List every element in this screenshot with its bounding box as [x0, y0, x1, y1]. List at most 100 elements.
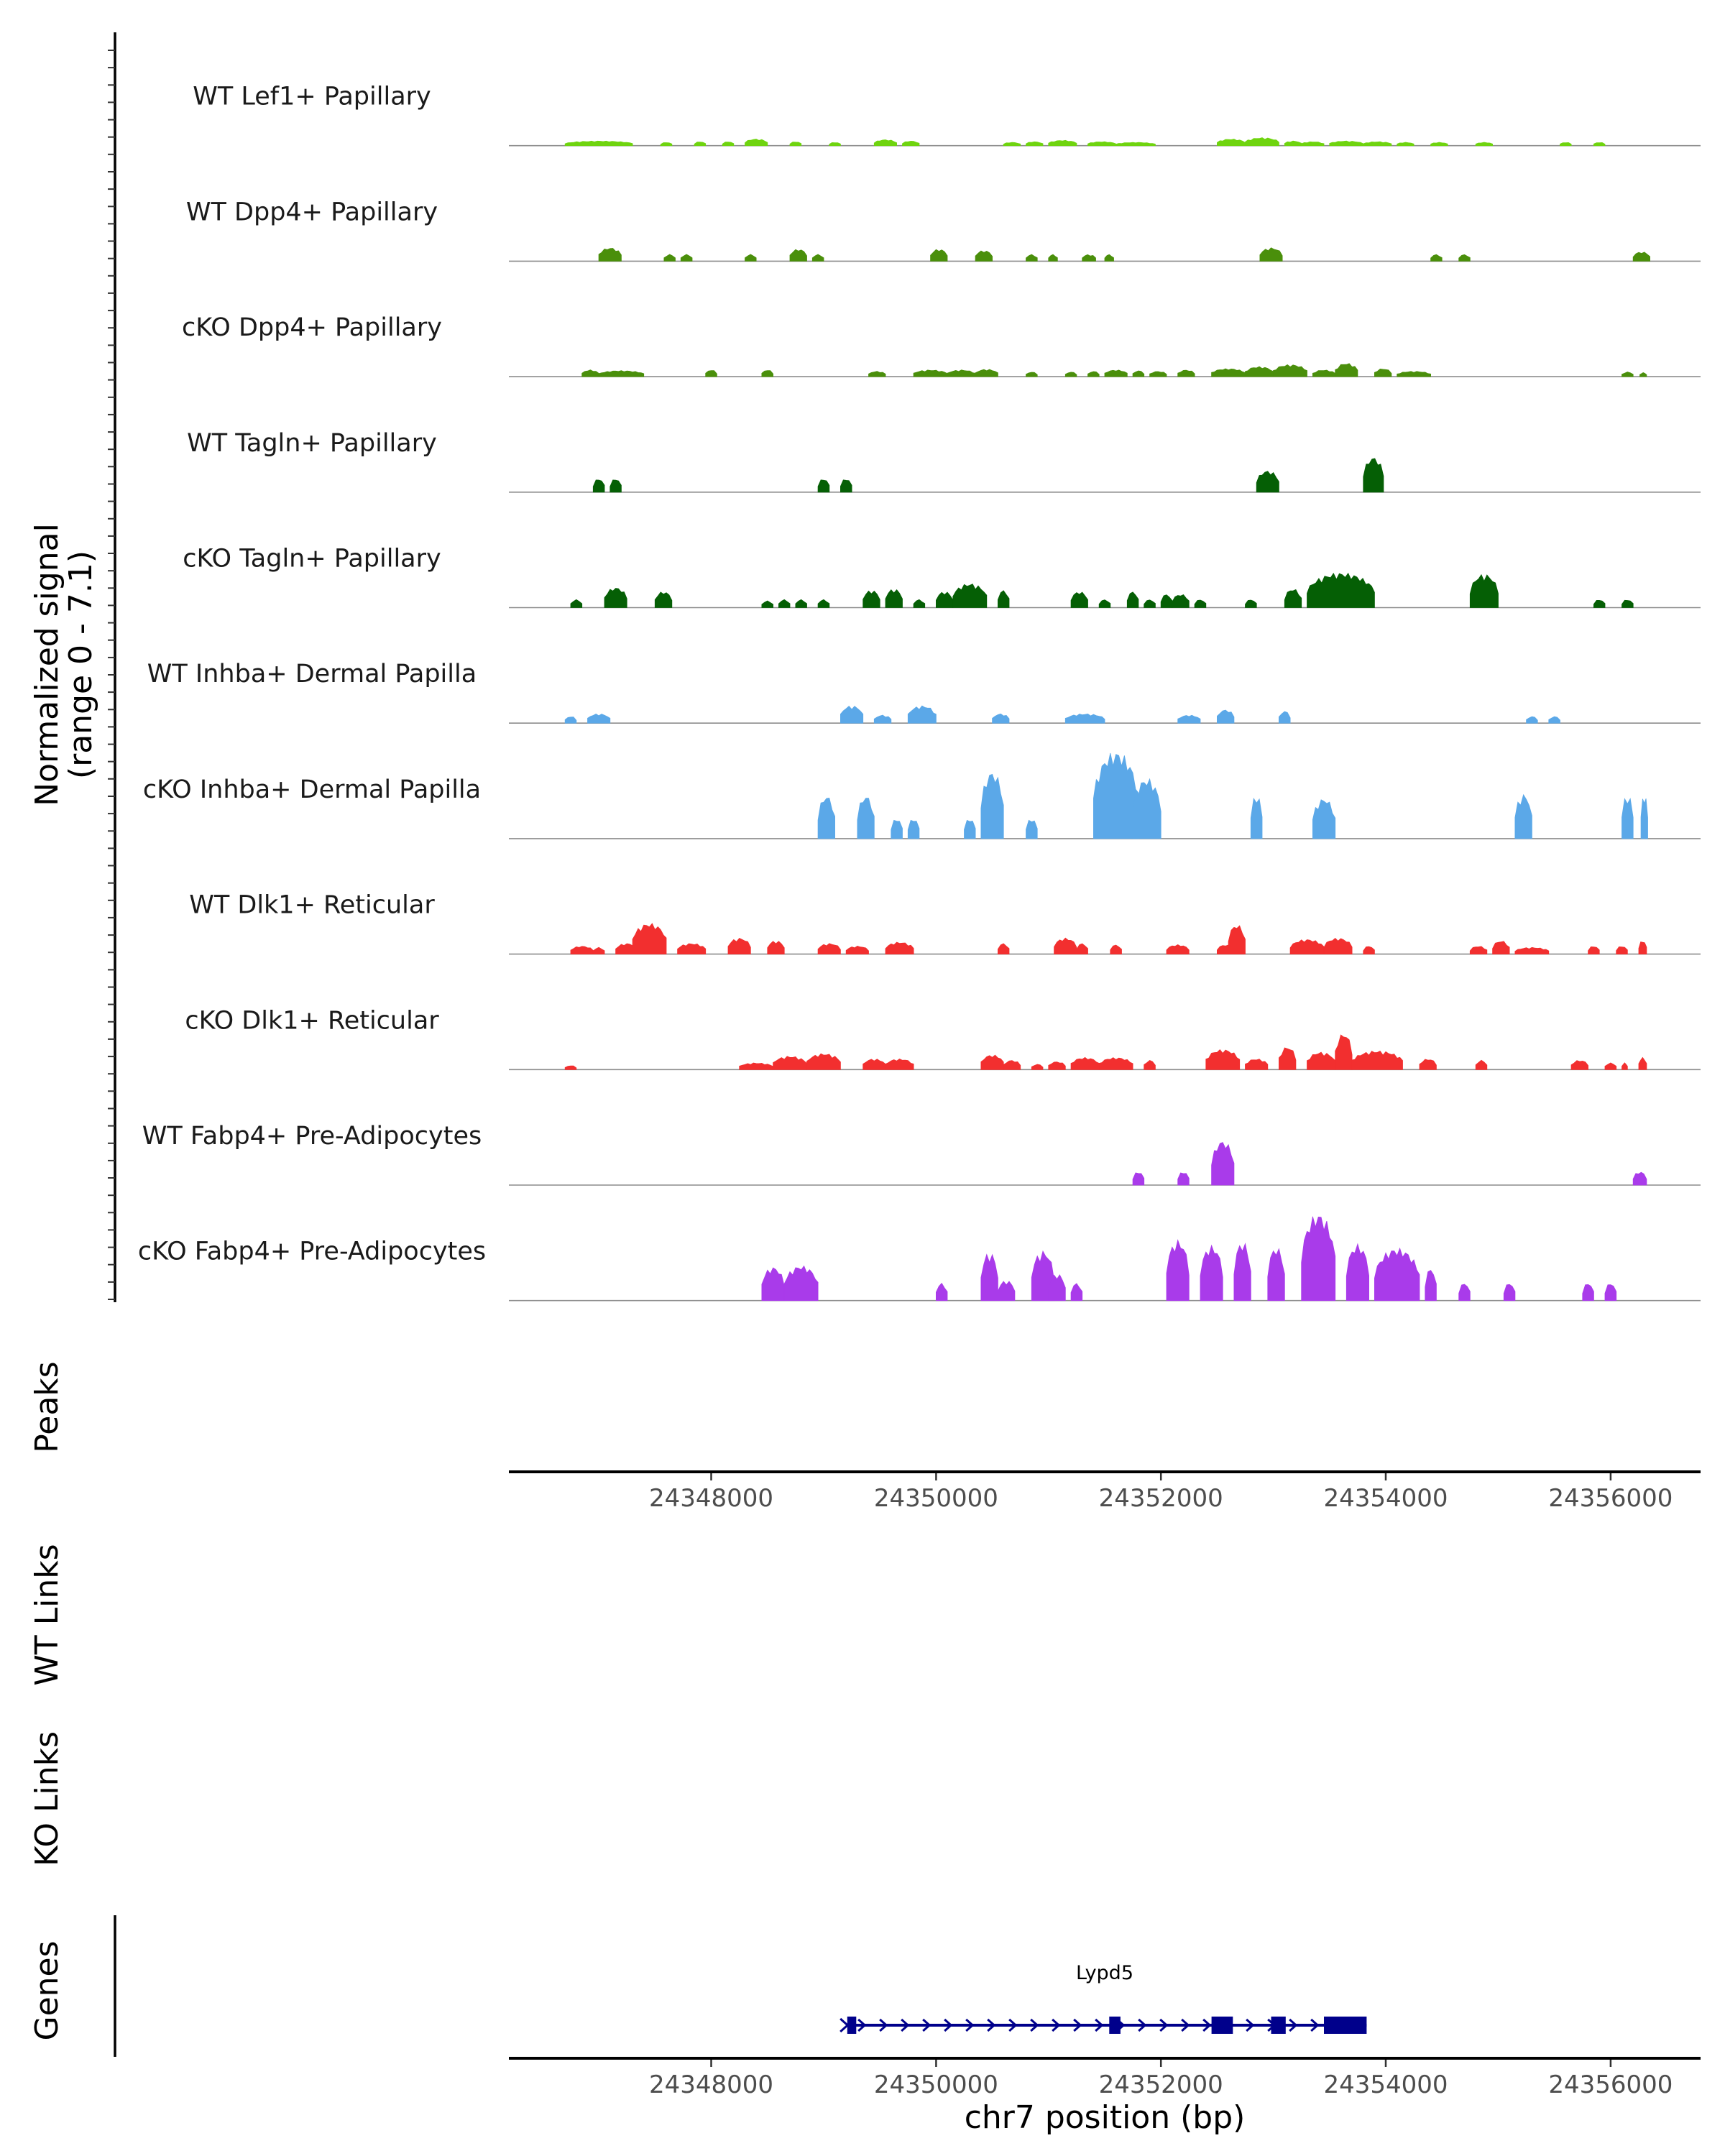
coverage-peak	[1233, 1243, 1251, 1302]
coverage-peak	[1397, 142, 1414, 147]
coverage-peak	[1048, 139, 1077, 147]
coverage-peak	[1064, 713, 1105, 724]
coverage-peak	[1177, 369, 1195, 377]
track-label: cKO Dlk1+ Reticular	[185, 1006, 439, 1035]
coverage-peak	[570, 946, 594, 954]
gene-name-label: Lypd5	[1076, 1962, 1133, 1984]
coverage-peak	[1093, 752, 1139, 839]
coverage-peak	[1458, 1284, 1471, 1302]
coverage-y-axis	[108, 32, 116, 1302]
coverage-peak	[1217, 709, 1235, 724]
coverage-track: WT Lef1+ Papillary	[193, 83, 1701, 147]
coverage-peak	[975, 250, 993, 262]
coverage-peak	[1560, 142, 1572, 147]
coverage-peak	[592, 946, 605, 954]
coverage-peak	[862, 1059, 886, 1070]
ko-links-panel-label: KO Links	[29, 1731, 65, 1866]
strand-arrow	[1052, 2018, 1061, 2032]
coverage-peak	[1194, 599, 1207, 608]
coverage-peak	[1458, 254, 1471, 262]
coverage-peak	[1548, 716, 1560, 724]
coverage-peak	[1514, 946, 1550, 954]
strand-arrow	[901, 2018, 910, 2032]
coverage-peak	[1430, 254, 1443, 262]
x-axis-tick-label: 24352000	[1099, 2070, 1223, 2099]
track-label: WT Fabp4+ Pre-Adipocytes	[142, 1122, 482, 1151]
coverage-peak	[806, 1053, 841, 1070]
coverage-peak	[722, 142, 735, 147]
coverage-peak	[1245, 366, 1274, 377]
x-axis-title: chr7 position (bp)	[965, 2099, 1246, 2136]
coverage-peak	[761, 370, 773, 377]
coverage-peak	[778, 599, 791, 608]
coverage-peak	[885, 941, 914, 954]
coverage-peak	[654, 591, 673, 608]
coverage-peak	[1082, 254, 1096, 262]
coverage-peak	[745, 254, 757, 262]
track-label: WT Dpp4+ Papillary	[186, 198, 438, 226]
strand-arrow	[987, 2018, 996, 2032]
coverage-peak	[1166, 1239, 1190, 1302]
coverage-peak	[1335, 1034, 1353, 1070]
coverage-peak	[581, 369, 599, 377]
coverage-peak	[1593, 142, 1606, 147]
track-label: WT Lef1+ Papillary	[193, 83, 431, 111]
coverage-peak	[817, 599, 830, 608]
coverage-peak	[587, 714, 611, 724]
coverage-peak	[1144, 1060, 1156, 1070]
coverage-peak	[739, 1062, 773, 1070]
genes-panel-label: Genes	[29, 1940, 65, 2040]
coverage-peak	[1419, 1059, 1437, 1070]
coverage-peak	[1132, 1172, 1145, 1186]
gene-exon	[1324, 2017, 1367, 2034]
strand-arrow	[1008, 2018, 1018, 2032]
coverage-peak	[1329, 140, 1364, 147]
coverage-peak	[773, 1056, 807, 1070]
coverage-peak	[1160, 594, 1173, 608]
coverage-peak	[1267, 1248, 1285, 1302]
coverage-peak	[598, 370, 645, 377]
coverage-peak	[1622, 372, 1634, 377]
coverage-peak	[873, 714, 892, 724]
gene-exon	[847, 2017, 857, 2034]
coverage-peak	[1622, 1062, 1628, 1070]
coverage-track: WT Dpp4+ Papillary	[186, 198, 1701, 262]
coverage-peak	[1098, 1057, 1133, 1070]
coverage-peak	[1604, 1284, 1617, 1302]
coverage-peak	[913, 369, 948, 377]
coverage-peak	[1104, 254, 1114, 262]
coverage-peak	[1312, 369, 1336, 377]
coverage-peak	[1070, 1056, 1100, 1070]
coverage-peak	[1144, 599, 1156, 608]
coverage-peak	[1200, 1244, 1223, 1302]
coverage-peak	[1469, 573, 1499, 608]
strand-arrow	[965, 2018, 975, 2032]
coverage-peak	[873, 139, 897, 147]
coverage-peak	[1284, 140, 1302, 147]
coverage-peak	[964, 819, 976, 839]
x-axis-tick-label: 24348000	[649, 2070, 773, 2099]
coverage-peak	[1363, 141, 1392, 147]
coverage-peak	[1363, 458, 1384, 493]
coverage-peak	[1098, 599, 1111, 608]
coverage-peak	[907, 819, 920, 839]
coverage-peak	[1211, 1142, 1235, 1186]
coverage-track: cKO Fabp4+ Pre-Adipocytes	[138, 1216, 1701, 1302]
coverage-peak	[783, 1265, 819, 1302]
coverage-peak	[936, 591, 954, 608]
coverage-peak	[980, 1054, 1004, 1070]
strand-arrow	[1181, 2018, 1190, 2032]
coverage-peak	[598, 248, 622, 262]
coverage-peak	[1374, 1247, 1420, 1302]
coverage-peak	[1632, 252, 1650, 262]
coverage-peak	[1177, 714, 1201, 724]
coverage-peak	[761, 600, 773, 608]
coverage-peak	[1363, 946, 1375, 954]
coverage-peak	[1211, 368, 1246, 377]
x-axis-tick-label: 24350000	[874, 1484, 998, 1513]
coverage-peak	[1526, 716, 1538, 724]
coverage-peak	[705, 370, 717, 377]
coverage-peak	[789, 249, 807, 262]
coverage-peak	[1397, 371, 1431, 377]
coverage-track: cKO Dpp4+ Papillary	[182, 313, 1701, 377]
